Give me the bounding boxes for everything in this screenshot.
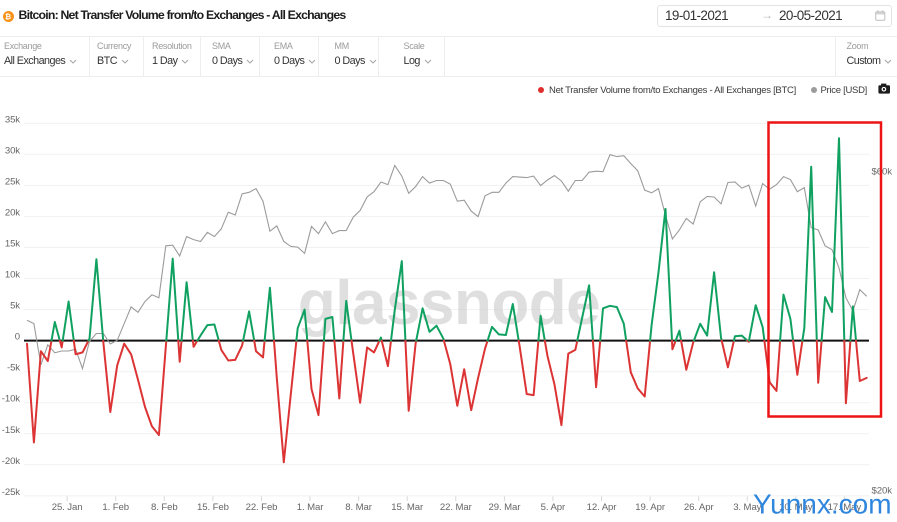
svg-text:-25k: -25k: [2, 487, 21, 498]
svg-text:5k: 5k: [10, 301, 20, 312]
svg-text:5. Apr: 5. Apr: [541, 502, 566, 513]
svg-text:15. Mar: 15. Mar: [391, 502, 424, 513]
svg-text:-20k: -20k: [2, 456, 21, 467]
svg-text:25k: 25k: [5, 176, 20, 187]
svg-text:-5k: -5k: [7, 363, 20, 374]
svg-text:19. Apr: 19. Apr: [635, 502, 666, 513]
svg-text:22. Mar: 22. Mar: [440, 502, 473, 513]
svg-text:29. Mar: 29. Mar: [488, 502, 521, 513]
svg-text:-15k: -15k: [2, 425, 21, 436]
svg-text:10. May: 10. May: [779, 502, 813, 513]
svg-text:17. May: 17. May: [828, 502, 862, 513]
svg-text:8. Feb: 8. Feb: [151, 502, 178, 513]
svg-text:Yunnx.com: Yunnx.com: [753, 489, 892, 520]
svg-text:22. Feb: 22. Feb: [246, 502, 278, 513]
svg-text:1. Mar: 1. Mar: [297, 502, 324, 513]
svg-text:1. Feb: 1. Feb: [102, 502, 129, 513]
svg-text:10k: 10k: [5, 270, 20, 281]
svg-text:30k: 30k: [5, 145, 20, 156]
svg-text:3. May: 3. May: [733, 502, 761, 513]
svg-text:12. Apr: 12. Apr: [587, 502, 618, 513]
svg-text:$20k: $20k: [872, 485, 893, 496]
svg-text:35k: 35k: [5, 114, 20, 125]
svg-text:8. Mar: 8. Mar: [345, 502, 372, 513]
svg-text:0: 0: [15, 332, 20, 343]
svg-text:25. Jan: 25. Jan: [52, 502, 83, 513]
svg-text:glassnode: glassnode: [298, 269, 600, 338]
svg-text:15. Feb: 15. Feb: [197, 502, 229, 513]
svg-text:26. Apr: 26. Apr: [684, 502, 715, 513]
svg-text:20k: 20k: [5, 207, 20, 218]
svg-text:-10k: -10k: [2, 394, 21, 405]
svg-text:15k: 15k: [5, 239, 20, 250]
